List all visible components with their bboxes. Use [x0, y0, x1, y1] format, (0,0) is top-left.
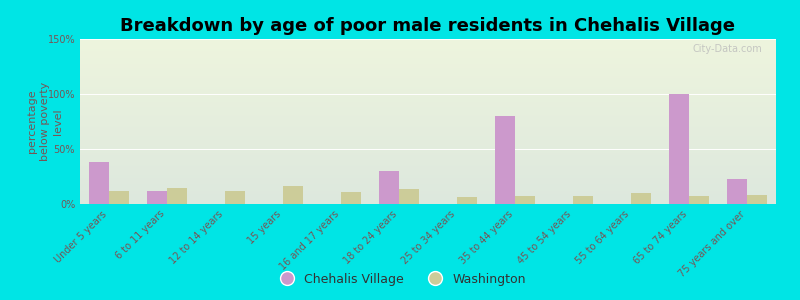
Bar [631, 193, 651, 204]
Bar [399, 189, 419, 204]
Bar [225, 191, 246, 204]
Bar [515, 196, 535, 204]
Bar [689, 196, 710, 204]
Bar [109, 191, 130, 204]
Bar [747, 195, 767, 204]
Legend: Chehalis Village, Washington: Chehalis Village, Washington [269, 268, 531, 291]
Bar [494, 116, 515, 204]
Bar [89, 162, 109, 204]
Bar [726, 179, 747, 204]
Bar [378, 171, 399, 204]
Bar [167, 188, 187, 204]
Bar [573, 196, 594, 204]
Bar [283, 186, 303, 204]
Text: City-Data.com: City-Data.com [692, 44, 762, 54]
Bar [146, 191, 167, 204]
Bar [669, 94, 689, 204]
Bar [341, 192, 362, 204]
Y-axis label: percentage
below poverty
level: percentage below poverty level [26, 82, 63, 161]
Bar [457, 197, 478, 204]
Title: Breakdown by age of poor male residents in Chehalis Village: Breakdown by age of poor male residents … [121, 17, 735, 35]
